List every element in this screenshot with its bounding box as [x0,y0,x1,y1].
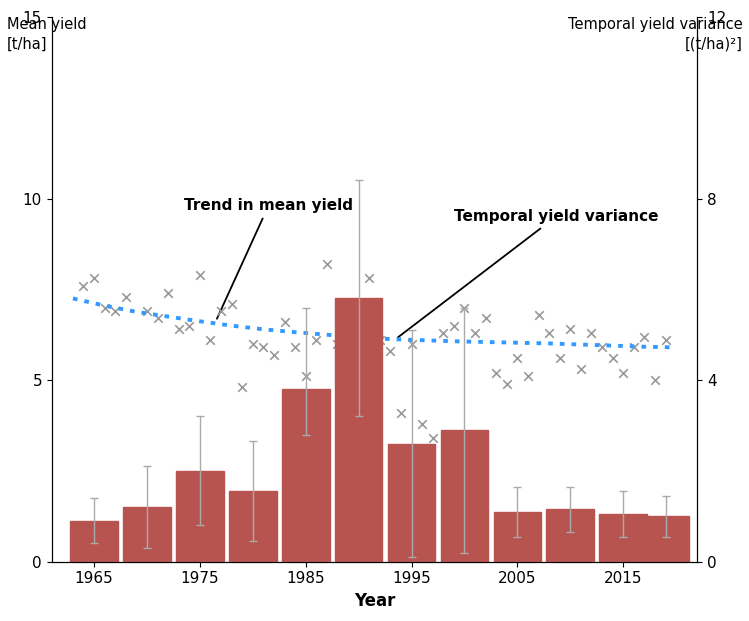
Bar [388,443,435,561]
Point [617,368,629,378]
Bar [547,509,594,561]
Point [512,353,524,363]
Point [649,375,661,385]
Point [99,302,111,312]
Point [543,328,555,338]
Point [194,270,206,280]
Bar [176,471,224,561]
Point [395,408,407,418]
Point [215,306,227,316]
Point [490,368,502,378]
Point [660,335,672,345]
Point [268,350,280,360]
Point [151,314,163,324]
Point [279,317,291,327]
Point [120,292,132,302]
Point [596,342,608,352]
Bar [335,299,383,561]
Bar [599,514,647,561]
Point [575,365,587,374]
Point [321,259,333,269]
Point [310,335,322,345]
Point [384,346,396,356]
Point [458,302,470,312]
Text: Temporal yield variance: Temporal yield variance [398,209,658,337]
Point [173,324,185,334]
Text: Trend in mean yield: Trend in mean yield [184,198,353,319]
Text: Mean yield
[t/ha]: Mean yield [t/ha] [7,17,86,52]
Point [586,328,598,338]
Point [437,328,449,338]
Point [501,379,513,389]
Point [479,314,491,324]
Point [448,320,460,330]
Point [607,353,619,363]
Point [353,339,365,349]
Point [236,383,248,392]
Point [332,339,344,349]
Bar [642,516,689,561]
Point [289,342,301,352]
Point [162,288,174,298]
X-axis label: Year: Year [354,592,395,610]
Point [469,328,481,338]
Point [141,306,153,316]
Bar [494,512,542,561]
Bar [440,430,488,561]
Point [184,320,195,330]
Point [109,306,121,316]
Bar [229,491,276,561]
Bar [70,521,118,561]
Point [533,310,545,320]
Point [416,419,428,428]
Point [374,335,386,345]
Point [88,273,100,283]
Point [522,371,534,381]
Point [628,342,640,352]
Point [77,281,89,291]
Point [638,332,650,342]
Bar [123,507,171,561]
Bar [282,389,330,561]
Point [225,299,237,309]
Point [300,371,312,381]
Point [564,324,576,334]
Point [554,353,565,363]
Point [363,273,375,283]
Point [258,342,270,352]
Point [204,335,216,345]
Point [427,433,439,443]
Point [342,332,354,342]
Text: Temporal yield variance
[(t/ha)²]: Temporal yield variance [(t/ha)²] [568,17,742,52]
Point [405,339,417,349]
Point [247,339,259,349]
